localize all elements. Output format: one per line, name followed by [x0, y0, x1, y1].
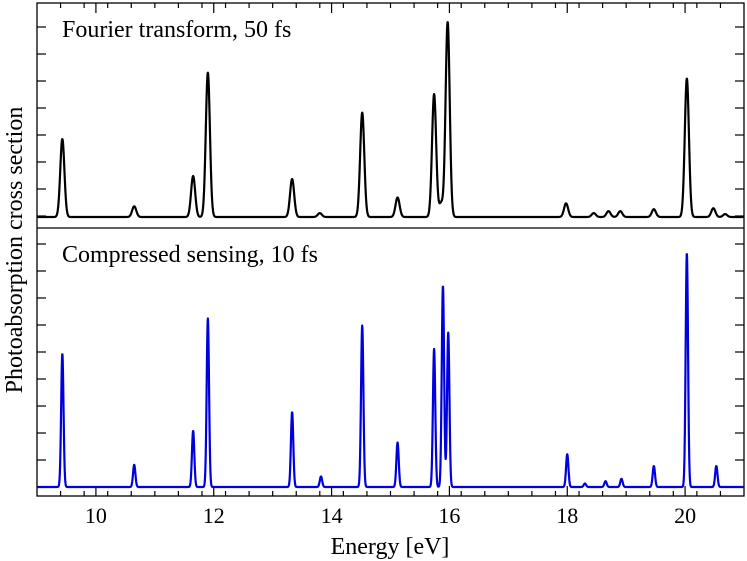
x-tick-label: 14	[321, 503, 343, 528]
fourier-transform-trace	[36, 21, 745, 219]
x-axis-title: Energy [eV]	[331, 534, 450, 560]
y-axis-title: Photoabsorption cross section	[2, 107, 28, 394]
x-tick-label: 20	[674, 503, 696, 528]
x-tick-labels: 10 12 14 16 18 20	[85, 503, 696, 528]
x-tick-label: 18	[556, 503, 578, 528]
minor-ticks	[59, 3, 722, 496]
x-tick-label: 10	[85, 503, 107, 528]
compressed-sensing-trace	[36, 253, 745, 489]
panel-title-fourier: Fourier transform, 50 fs	[62, 17, 291, 43]
x-tick-label: 16	[438, 503, 460, 528]
panel-title-compressed: Compressed sensing, 10 fs	[62, 242, 318, 268]
x-tick-label: 12	[203, 503, 225, 528]
